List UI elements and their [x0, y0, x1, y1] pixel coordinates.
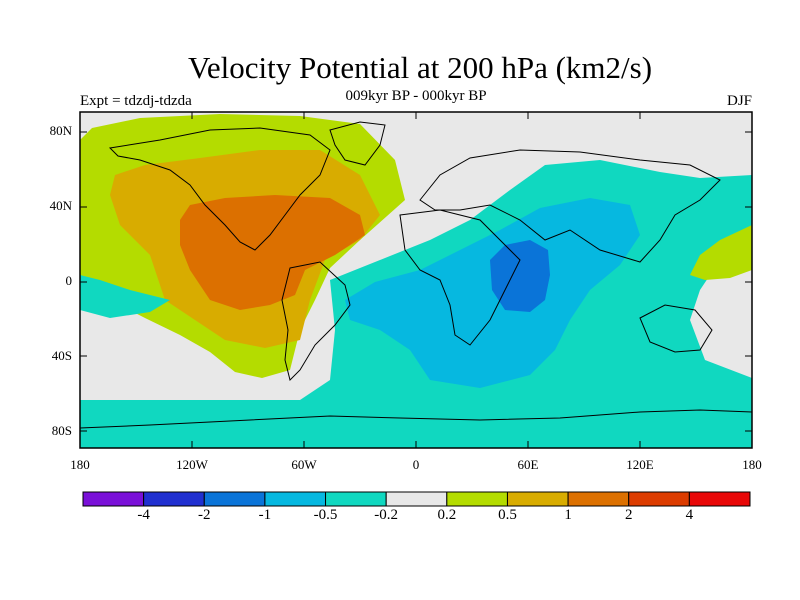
season-label: DJF — [726, 93, 752, 109]
contour-field — [80, 112, 752, 448]
contour-neg0.2-neg0.5-edge — [80, 275, 170, 318]
colorbar-swatch — [264, 491, 327, 507]
colorbar-swatch — [688, 491, 751, 507]
y-tick-label: 80S — [51, 423, 72, 438]
y-tick-label: 40S — [51, 348, 72, 363]
y-tick-label: 80N — [49, 123, 72, 138]
contour-neg1-neg2-east — [490, 240, 550, 312]
colorbar-label: 4 — [685, 507, 694, 523]
colorbar-swatch — [325, 491, 387, 507]
colorbar — [82, 491, 751, 507]
coastlines — [80, 121, 752, 429]
colorbar-swatch — [506, 491, 569, 507]
colorbar-label: 0.2 — [437, 507, 457, 523]
coastline-africa — [399, 209, 521, 346]
x-tick-label: 0 — [412, 457, 420, 472]
contour-1-2-west — [180, 195, 365, 310]
y-tick-label: 0 — [65, 273, 73, 288]
x-tick-label: 60W — [291, 457, 317, 472]
colorbar-label: -4 — [137, 507, 150, 523]
colorbar-label: -0.5 — [313, 507, 338, 523]
colorbar-label: 1 — [564, 507, 572, 523]
x-tick-label: 180 — [742, 457, 762, 472]
colorbar-label: 2 — [624, 507, 633, 523]
contour-neg0.5-neg1-east — [345, 198, 640, 388]
colorbar-swatch — [82, 491, 145, 507]
y-tick-label: 40N — [49, 198, 72, 213]
colorbar-label: -1 — [258, 507, 272, 523]
x-tick-label: 120W — [176, 457, 208, 472]
colorbar-label: 0.5 — [498, 507, 517, 523]
coastline-antarctica — [80, 409, 752, 429]
colorbar-swatch — [143, 491, 205, 507]
colorbar-swatch — [446, 491, 508, 507]
plot-title: Velocity Potential at 200 hPa (km2/s) — [187, 50, 653, 85]
plot-subtitle: 009kyr BP - 000kyr BP — [345, 88, 487, 104]
colorbar-swatch — [567, 491, 630, 507]
colorbar-swatch — [385, 491, 448, 507]
experiment-label: Expt = tdzdj-tdzda — [80, 93, 192, 109]
colorbar-swatch — [628, 491, 690, 507]
x-tick-label: 120E — [626, 457, 654, 472]
x-tick-label: 60E — [517, 457, 539, 472]
coastline-north-america — [108, 127, 331, 251]
coastline-australia — [639, 304, 713, 353]
axis-ticks — [79, 112, 753, 448]
colorbar-label: -0.2 — [374, 507, 399, 523]
coastline-eurasia — [419, 149, 721, 263]
contour-0.2-0.5-east — [690, 225, 752, 280]
colorbar-label: -2 — [198, 507, 211, 523]
colorbar-swatch — [203, 491, 266, 507]
coastline-south-america — [281, 261, 351, 381]
coastline-greenland — [329, 121, 386, 166]
x-tick-label: 180 — [70, 457, 90, 472]
